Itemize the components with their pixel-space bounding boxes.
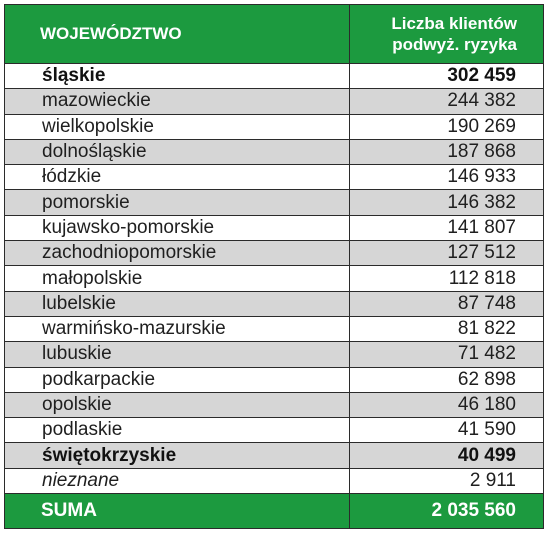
row-name: mazowieckie bbox=[4, 88, 350, 115]
row-name: zachodniopomorskie bbox=[4, 240, 350, 267]
row-name: dolnośląskie bbox=[4, 138, 350, 166]
table-row: świętokrzyskie 40 499 bbox=[4, 442, 544, 469]
row-value: 62 898 bbox=[349, 366, 544, 393]
row-name: nieznane bbox=[4, 467, 350, 495]
row-value: 187 868 bbox=[349, 138, 544, 166]
table-row: pomorskie 146 382 bbox=[4, 189, 544, 216]
row-value: 146 382 bbox=[349, 189, 544, 216]
table-body: śląskie 302 459 mazowieckie 244 382 wiel… bbox=[4, 62, 544, 495]
table-row: mazowieckie 244 382 bbox=[4, 88, 544, 115]
table-header: WOJEWÓDZTWO Liczba klientów podwyż. ryzy… bbox=[4, 4, 544, 64]
row-value: 40 499 bbox=[349, 442, 544, 469]
row-value: 141 807 bbox=[349, 214, 544, 242]
total-value: 2 035 560 bbox=[349, 493, 544, 530]
row-name: pomorskie bbox=[4, 189, 350, 216]
row-value: 190 269 bbox=[349, 113, 544, 140]
row-name: opolskie bbox=[4, 391, 350, 419]
table-row: podlaskie 41 590 bbox=[4, 417, 544, 444]
header-row: WOJEWÓDZTWO Liczba klientów podwyż. ryzy… bbox=[4, 4, 544, 64]
row-value: 87 748 bbox=[349, 290, 544, 317]
row-value: 112 818 bbox=[349, 265, 544, 292]
clients-by-voivodeship-table: WOJEWÓDZTWO Liczba klientów podwyż. ryzy… bbox=[4, 4, 544, 530]
table-row: zachodniopomorskie 127 512 bbox=[4, 240, 544, 267]
header-client-count: Liczba klientów podwyż. ryzyka bbox=[349, 4, 544, 64]
table-row: lubuskie 71 482 bbox=[4, 341, 544, 368]
table-row: wielkopolskie 190 269 bbox=[4, 113, 544, 140]
row-value: 302 459 bbox=[349, 62, 544, 90]
table-row: podkarpackie 62 898 bbox=[4, 366, 544, 393]
row-name: podlaskie bbox=[4, 417, 350, 444]
row-name: warmińsko-mazurskie bbox=[4, 315, 350, 343]
row-name: śląskie bbox=[4, 62, 350, 90]
row-name: podkarpackie bbox=[4, 366, 350, 393]
row-name: wielkopolskie bbox=[4, 113, 350, 140]
table-row: warmińsko-mazurskie 81 822 bbox=[4, 315, 544, 343]
row-name: lubelskie bbox=[4, 290, 350, 317]
row-name: lubuskie bbox=[4, 341, 350, 368]
row-value: 127 512 bbox=[349, 240, 544, 267]
header-client-count-line2: podwyż. ryzyka bbox=[392, 35, 517, 54]
table-row: śląskie 302 459 bbox=[4, 62, 544, 90]
table-footer: SUMA 2 035 560 bbox=[4, 493, 544, 530]
row-value: 81 822 bbox=[349, 315, 544, 343]
table-row: małopolskie 112 818 bbox=[4, 265, 544, 292]
header-client-count-line1: Liczba klientów bbox=[391, 14, 517, 33]
row-value: 41 590 bbox=[349, 417, 544, 444]
table-row: opolskie 46 180 bbox=[4, 391, 544, 419]
row-name: kujawsko-pomorskie bbox=[4, 214, 350, 242]
row-name: małopolskie bbox=[4, 265, 350, 292]
row-name: świętokrzyskie bbox=[4, 442, 350, 469]
total-row: SUMA 2 035 560 bbox=[4, 493, 544, 530]
row-value: 2 911 bbox=[349, 467, 544, 495]
header-voivodeship: WOJEWÓDZTWO bbox=[4, 4, 350, 64]
row-name: łódzkie bbox=[4, 164, 350, 191]
row-value: 146 933 bbox=[349, 164, 544, 191]
row-value: 244 382 bbox=[349, 88, 544, 115]
table-row: nieznane 2 911 bbox=[4, 467, 544, 495]
table-container: WOJEWÓDZTWO Liczba klientów podwyż. ryzy… bbox=[4, 4, 544, 535]
table-row: lubelskie 87 748 bbox=[4, 290, 544, 317]
row-value: 46 180 bbox=[349, 391, 544, 419]
table-row: dolnośląskie 187 868 bbox=[4, 138, 544, 166]
row-value: 71 482 bbox=[349, 341, 544, 368]
table-row: łódzkie 146 933 bbox=[4, 164, 544, 191]
total-label: SUMA bbox=[4, 493, 350, 530]
table-row: kujawsko-pomorskie 141 807 bbox=[4, 214, 544, 242]
